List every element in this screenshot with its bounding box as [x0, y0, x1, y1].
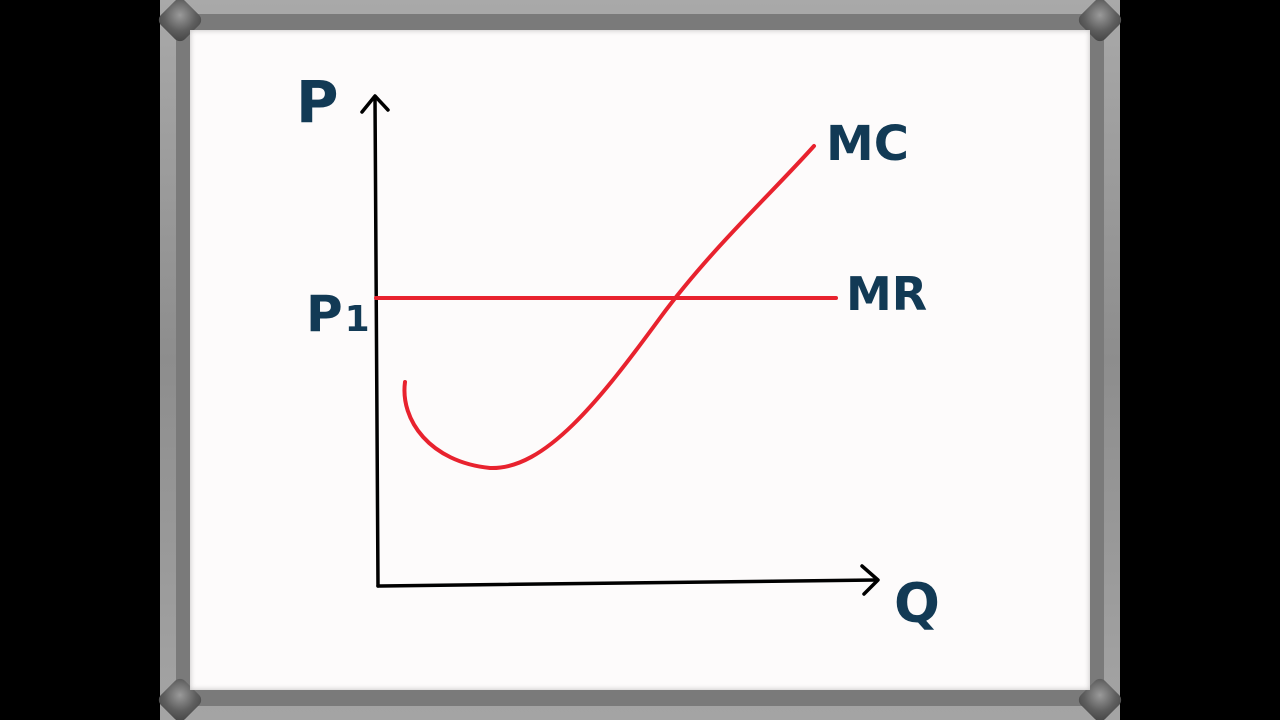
mc-curve-label: MC	[826, 116, 909, 172]
axes	[360, 94, 880, 596]
price-level-label-main: P	[306, 285, 343, 343]
x-axis-arrowhead	[860, 564, 880, 596]
whiteboard-surface	[190, 30, 1090, 690]
x-axis	[376, 578, 878, 588]
mr-curve-label: MR	[846, 267, 927, 321]
y-axis	[373, 96, 380, 588]
price-level-label-subscript: 1	[345, 299, 370, 340]
price-level-label: P1	[306, 285, 370, 343]
y-axis-label: P	[296, 68, 339, 136]
y-axis-arrowhead	[360, 94, 390, 114]
whiteboard-frame	[155, 0, 1125, 720]
mc-curve	[402, 144, 816, 471]
x-axis-label: Q	[894, 572, 940, 635]
